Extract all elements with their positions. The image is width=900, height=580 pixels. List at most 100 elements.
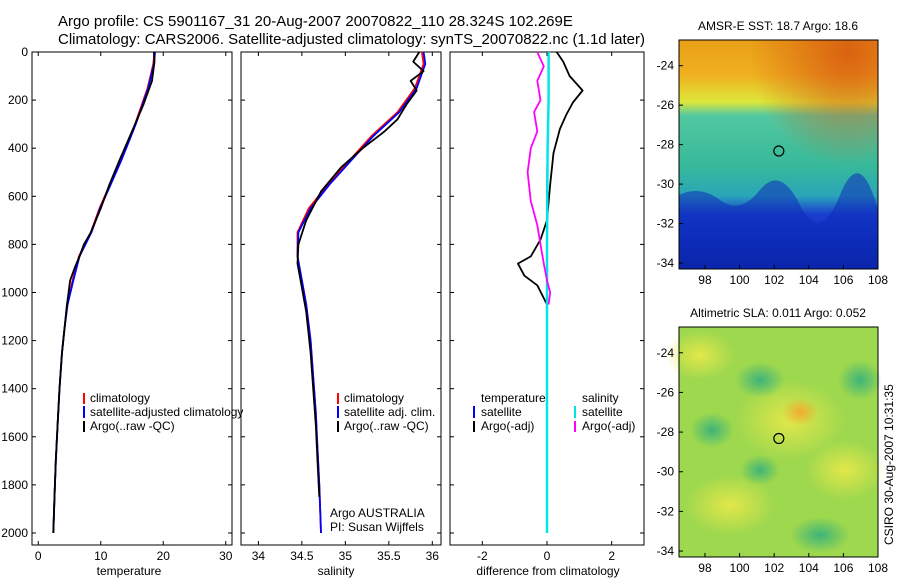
diff-series-satellite-salinity — [545, 52, 550, 533]
sla-low-anomaly — [735, 362, 785, 398]
sal-series-argo-raw-qc — [296, 51, 425, 497]
sla-low-anomaly — [690, 412, 734, 448]
y-tick-label: 800 — [8, 237, 28, 251]
legend-label-argo: Argo(..raw -QC) — [344, 419, 429, 433]
map-x-tick-label: 104 — [799, 561, 819, 575]
x-tick-label: 20 — [157, 549, 171, 563]
figure-title-line1: Argo profile: CS 5901167_31 20-Aug-2007 … — [58, 13, 573, 30]
legend-label-argo: Argo(..raw -QC) — [90, 419, 175, 433]
argo-note-line2: PI: Susan Wijffels — [330, 520, 424, 534]
salinity-lines — [296, 51, 427, 534]
legend-label-temp-satellite: satellite — [481, 405, 522, 419]
x-tick-label: 10 — [94, 549, 108, 563]
map-y-tick-label: -32 — [657, 217, 675, 231]
x-tick-label: 0 — [35, 549, 42, 563]
sla-map-panel: Altimetric SLA: 0.011 Argo: 0.052 98 100 1… — [657, 306, 889, 575]
difference-lines — [517, 51, 584, 533]
sla-low-anomaly — [838, 360, 882, 400]
salinity-xlabel: salinity — [318, 564, 355, 578]
y-tick-label: 1400 — [1, 382, 28, 396]
y-tick-label: 1800 — [1, 478, 28, 492]
legend-label-sal-satellite: satellite — [582, 405, 623, 419]
x-tick-label: 34.5 — [290, 549, 314, 563]
sst-cold-front — [679, 173, 878, 269]
y-tick-label: 1200 — [1, 334, 28, 348]
temperature-legend: climatology satellite-adjusted climatolo… — [83, 391, 243, 433]
legend-label-climatology: climatology — [344, 391, 404, 405]
legend-header-salinity: salinity — [582, 391, 619, 405]
map-y-tick-label: -32 — [657, 504, 675, 518]
sla-peak-anomaly — [782, 398, 818, 426]
legend-label-sal-argo: Argo(-adj) — [582, 419, 635, 433]
x-tick-label: 0 — [544, 549, 551, 563]
y-tick-label: 200 — [8, 93, 28, 107]
map-x-tick-label: 106 — [833, 273, 853, 287]
map-x-tick-label: 100 — [730, 273, 750, 287]
diff-series-argo-adj-temperature — [517, 51, 584, 437]
map-x-tick-label: 108 — [868, 561, 888, 575]
x-tick-label: 36 — [426, 549, 440, 563]
sla-high-anomaly — [805, 440, 885, 500]
temperature-xlabel: temperature — [97, 564, 162, 578]
difference-panel: -2 0 2 difference from climatology tempera… — [449, 51, 645, 578]
temp-series-argo-raw-qc — [52, 51, 156, 534]
map-y-tick-label: -30 — [657, 465, 675, 479]
salinity-legend: climatology satellite adj. clim. Argo(..… — [337, 391, 435, 433]
sla-high-anomaly — [685, 475, 775, 535]
diff-series-argo-adj-salinity — [526, 51, 552, 305]
x-tick-label: 35.5 — [377, 549, 401, 563]
sal-series-climatology — [296, 51, 425, 534]
x-tick-label: 34 — [252, 549, 266, 563]
credit-text: CSIRO 30-Aug-2007 10:31:35 — [882, 384, 896, 545]
x-tick-label: 2 — [608, 549, 615, 563]
argo-note-line1: Argo AUSTRALIA — [330, 506, 425, 520]
temperature-ticks: 0 10 20 30 0 200 400 600 800 1000 1200 1400 1600 1800… — [1, 45, 232, 563]
map-x-tick-label: 98 — [698, 273, 712, 287]
salinity-ticks: 34 34.5 35 35.5 36 — [241, 51, 441, 563]
map-y-tick-label: -28 — [657, 138, 675, 152]
temperature-lines — [52, 51, 156, 534]
sla-map-title: Altimetric SLA: 0.011 Argo: 0.052 — [690, 306, 866, 320]
legend-label-temp-argo: Argo(-adj) — [481, 419, 534, 433]
difference-legend: temperature satellite Argo(-adj) salinit… — [473, 391, 635, 433]
x-tick-label: 35 — [339, 549, 353, 563]
legend-label-satellite: satellite adj. clim. — [344, 405, 435, 419]
x-tick-label: -2 — [477, 549, 488, 563]
temperature-axes-frame — [31, 51, 233, 546]
sla-map-ticks: 98 100 102 104 106 108 -24 -26 -28 -30 -32 -34 — [657, 346, 889, 575]
y-tick-label: 0 — [21, 45, 28, 59]
temperature-panel: 0 10 20 30 0 200 400 600 800 1000 1200 1400 1600 1800… — [1, 45, 243, 578]
map-x-tick-label: 108 — [868, 273, 888, 287]
difference-xlabel: difference from climatology — [476, 564, 619, 578]
y-tick-label: 1600 — [1, 430, 28, 444]
legend-label-climatology: climatology — [90, 391, 150, 405]
sst-argo-location-marker — [773, 145, 785, 157]
legend-header-temperature: temperature — [481, 391, 546, 405]
map-y-tick-label: -34 — [657, 544, 675, 558]
map-x-tick-label: 102 — [764, 561, 784, 575]
figure-title-line2: Climatology: CARS2006. Satellite-adjuste… — [58, 31, 645, 48]
map-x-tick-label: 98 — [698, 561, 712, 575]
y-tick-label: 400 — [8, 141, 28, 155]
sla-low-anomaly — [790, 517, 850, 553]
legend-label-satellite: satellite-adjusted climatology — [90, 405, 243, 419]
salinity-axes-frame — [240, 51, 442, 546]
map-x-tick-label: 106 — [833, 561, 853, 575]
map-y-tick-label: -26 — [657, 98, 675, 112]
map-y-tick-label: -30 — [657, 177, 675, 191]
map-x-tick-label: 100 — [730, 561, 750, 575]
salinity-panel: 34 34.5 35 35.5 36 salinity climatology sate… — [240, 51, 442, 578]
x-tick-label: 30 — [219, 549, 233, 563]
map-y-tick-label: -34 — [657, 256, 675, 270]
map-x-tick-label: 102 — [764, 273, 784, 287]
sla-low-anomaly — [740, 455, 780, 485]
sla-map-frame — [678, 326, 879, 558]
map-y-tick-label: -24 — [657, 346, 675, 360]
map-x-tick-label: 104 — [799, 273, 819, 287]
sla-argo-location-marker — [773, 432, 785, 445]
map-y-tick-label: -28 — [657, 425, 675, 439]
sla-high-anomaly — [665, 330, 735, 380]
y-tick-label: 2000 — [1, 526, 28, 540]
map-y-tick-label: -24 — [657, 59, 675, 73]
